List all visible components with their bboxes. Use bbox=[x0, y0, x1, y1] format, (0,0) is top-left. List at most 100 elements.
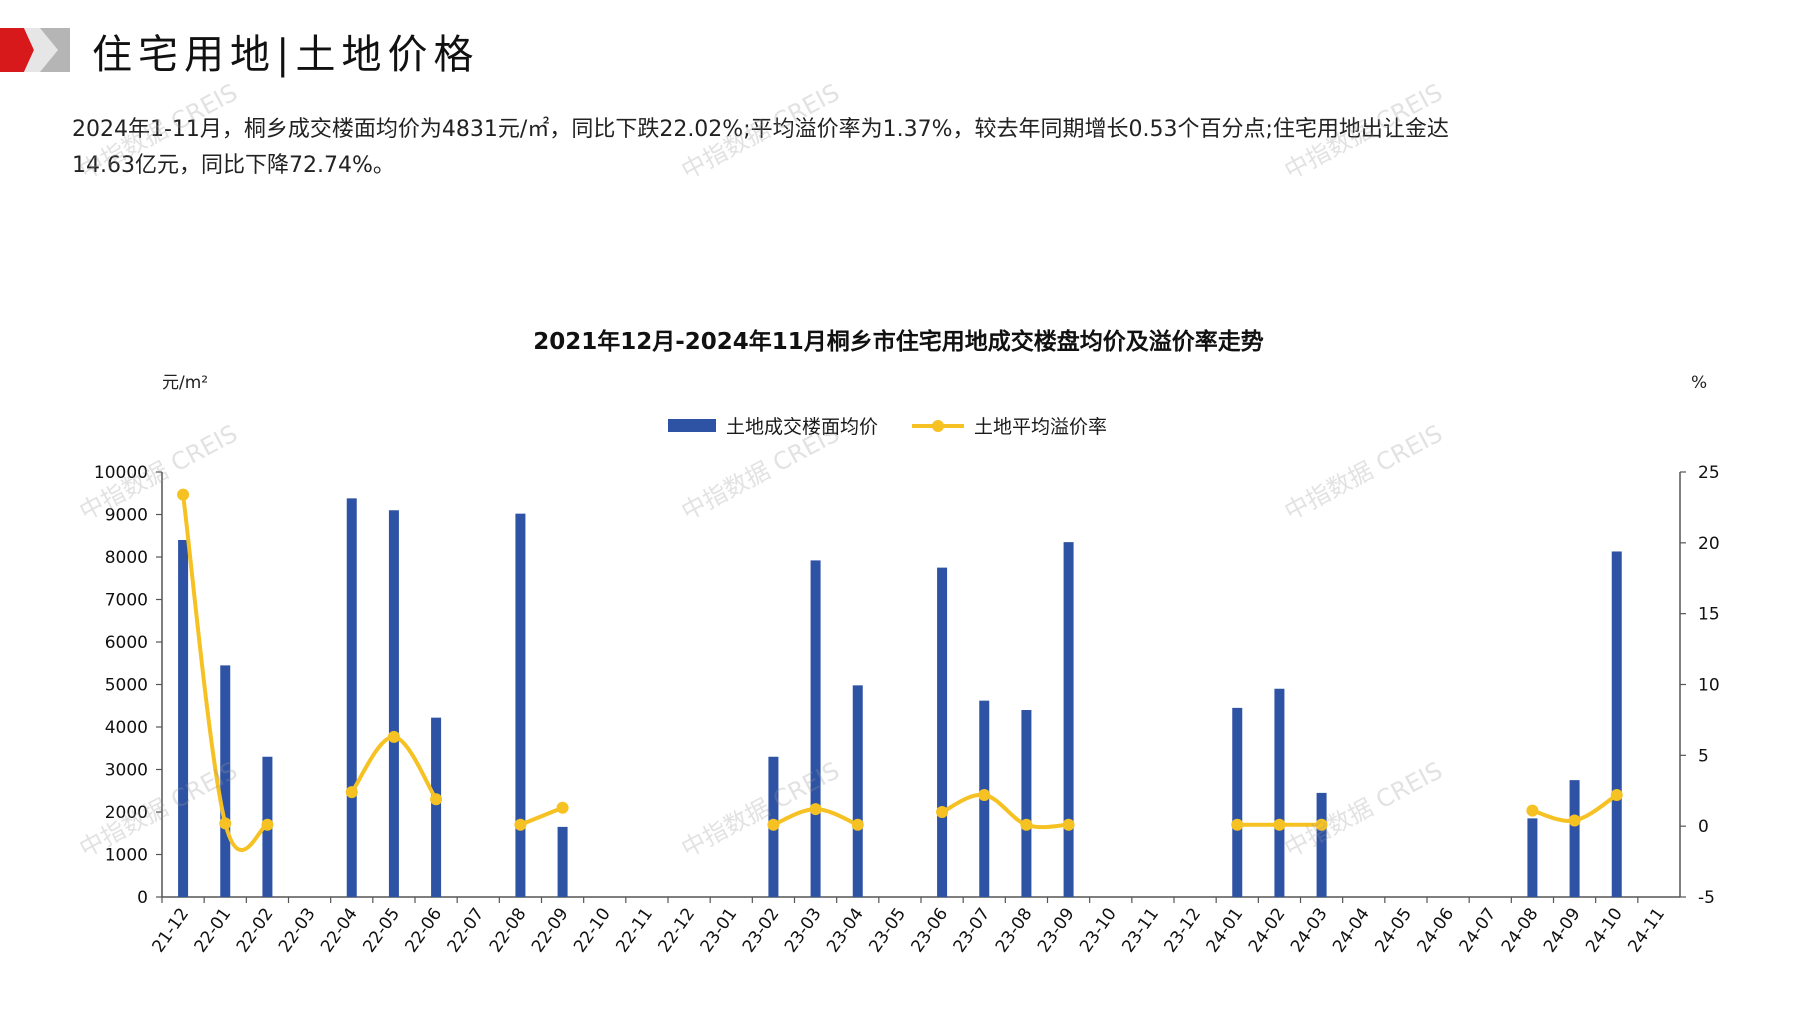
bar bbox=[1316, 792, 1327, 897]
x-tick-label: 22-08 bbox=[486, 904, 531, 956]
y-right-tick-label: 20 bbox=[1698, 534, 1720, 554]
x-tick-label: 23-09 bbox=[1034, 904, 1079, 956]
legend-item-line: 土地平均溢价率 bbox=[912, 412, 1107, 439]
x-tick-label: 22-10 bbox=[570, 904, 615, 956]
bar bbox=[1527, 818, 1538, 897]
x-tick-label: 22-02 bbox=[233, 904, 278, 956]
bar bbox=[1021, 710, 1032, 897]
bar bbox=[852, 685, 863, 897]
bar bbox=[431, 717, 442, 897]
line-point bbox=[936, 806, 949, 818]
x-tick-label: 24-06 bbox=[1413, 904, 1458, 956]
line-point bbox=[556, 801, 569, 814]
bar bbox=[810, 560, 821, 897]
line-point bbox=[767, 818, 780, 831]
bar bbox=[178, 540, 189, 897]
bar bbox=[557, 826, 568, 897]
x-tick-label: 21-12 bbox=[148, 904, 193, 956]
x-tick-label: 24-09 bbox=[1540, 904, 1585, 956]
chart-title: 2021年12月-2024年11月桐乡市住宅用地成交楼盘均价及溢价率走势 bbox=[533, 329, 1264, 355]
line-point bbox=[387, 730, 400, 743]
x-tick-label: 23-08 bbox=[992, 904, 1037, 956]
line-point bbox=[1315, 818, 1328, 831]
bar bbox=[346, 498, 357, 897]
x-tick-label: 22-09 bbox=[528, 904, 573, 956]
legend-bar-label: 土地成交楼面均价 bbox=[726, 416, 879, 438]
y-left-tick-label: 8000 bbox=[105, 548, 148, 568]
right-axis-unit: % bbox=[1691, 373, 1708, 393]
y-left-tick-label: 1000 bbox=[105, 846, 148, 866]
line-point bbox=[345, 786, 358, 799]
y-left-tick-label: 6000 bbox=[105, 633, 148, 653]
x-tick-label: 22-12 bbox=[654, 904, 699, 956]
x-tick-label: 23-11 bbox=[1118, 904, 1163, 956]
x-tick-label: 23-06 bbox=[907, 904, 952, 956]
x-tick-label: 24-02 bbox=[1245, 904, 1290, 956]
summary-text: 2024年1-11月，桐乡成交楼面均价为4831元/㎡，同比下跌22.02%;平… bbox=[72, 112, 1732, 184]
y-left-tick-label: 5000 bbox=[105, 676, 148, 696]
line-point bbox=[514, 818, 527, 831]
x-tick-label: 24-10 bbox=[1582, 904, 1627, 956]
x-tick-label: 24-05 bbox=[1371, 904, 1416, 956]
x-tick-label: 23-01 bbox=[697, 904, 742, 956]
y-left-tick-label: 2000 bbox=[105, 803, 148, 823]
x-tick-label: 22-05 bbox=[359, 904, 404, 956]
legend-item-bar: 土地成交楼面均价 bbox=[668, 412, 878, 439]
bar bbox=[388, 510, 399, 897]
line-point bbox=[851, 818, 864, 831]
x-tick-label: 24-04 bbox=[1329, 904, 1374, 956]
brand-logo-icon bbox=[0, 28, 70, 72]
legend-bar-swatch bbox=[668, 419, 716, 432]
y-left-tick-label: 10000 bbox=[94, 463, 148, 483]
bar bbox=[1274, 688, 1285, 897]
x-tick-label: 22-03 bbox=[275, 904, 320, 956]
x-tick-label: 22-07 bbox=[444, 904, 489, 956]
y-right-tick-label: -5 bbox=[1698, 888, 1715, 908]
y-left-tick-label: 7000 bbox=[105, 591, 148, 611]
x-tick-label: 23-04 bbox=[823, 904, 868, 956]
x-tick-label: 24-11 bbox=[1624, 904, 1669, 956]
bar bbox=[937, 567, 948, 897]
y-left-tick-label: 3000 bbox=[105, 761, 148, 781]
line-point bbox=[1526, 804, 1539, 817]
bar bbox=[220, 665, 231, 897]
x-tick-label: 22-11 bbox=[612, 904, 657, 956]
y-right-tick-label: 25 bbox=[1698, 463, 1720, 483]
bar bbox=[1232, 707, 1243, 897]
line-point bbox=[1062, 818, 1075, 831]
legend-line-swatch bbox=[912, 419, 965, 432]
x-tick-label: 23-12 bbox=[1160, 904, 1205, 956]
line-point bbox=[1568, 814, 1581, 827]
x-tick-label: 22-06 bbox=[401, 904, 446, 956]
x-tick-label: 24-01 bbox=[1203, 904, 1248, 956]
series-line bbox=[519, 805, 564, 827]
x-tick-label: 24-03 bbox=[1287, 904, 1332, 956]
line-point bbox=[1610, 789, 1623, 801]
bar bbox=[515, 513, 526, 897]
y-right-tick-label: 10 bbox=[1698, 676, 1720, 696]
chart-legend: 土地成交楼面均价 土地平均溢价率 bbox=[668, 412, 1141, 439]
x-tick-label: 22-01 bbox=[191, 904, 236, 956]
line-point bbox=[1231, 818, 1244, 831]
line-point bbox=[1020, 818, 1033, 831]
line-point bbox=[261, 818, 274, 831]
y-left-tick-label: 9000 bbox=[105, 506, 148, 526]
summary-line-2: 14.63亿元，同比下降72.74%。 bbox=[72, 153, 395, 178]
y-right-tick-label: 15 bbox=[1698, 605, 1720, 625]
line-point bbox=[1273, 818, 1286, 831]
line-point bbox=[430, 793, 443, 806]
bar bbox=[1611, 551, 1622, 897]
y-left-tick-label: 4000 bbox=[105, 718, 148, 738]
line-point bbox=[219, 817, 232, 830]
x-tick-label: 22-04 bbox=[317, 904, 362, 956]
x-tick-label: 24-07 bbox=[1456, 904, 1501, 956]
x-tick-label: 24-08 bbox=[1498, 904, 1543, 956]
y-left-tick-label: 0 bbox=[137, 888, 148, 908]
bar bbox=[1063, 542, 1074, 897]
y-right-tick-label: 0 bbox=[1698, 817, 1709, 837]
x-tick-label: 23-02 bbox=[739, 904, 784, 956]
summary-line-1: 2024年1-11月，桐乡成交楼面均价为4831元/㎡，同比下跌22.02%;平… bbox=[72, 117, 1449, 142]
x-tick-label: 23-07 bbox=[950, 904, 995, 956]
bar bbox=[1569, 780, 1580, 897]
